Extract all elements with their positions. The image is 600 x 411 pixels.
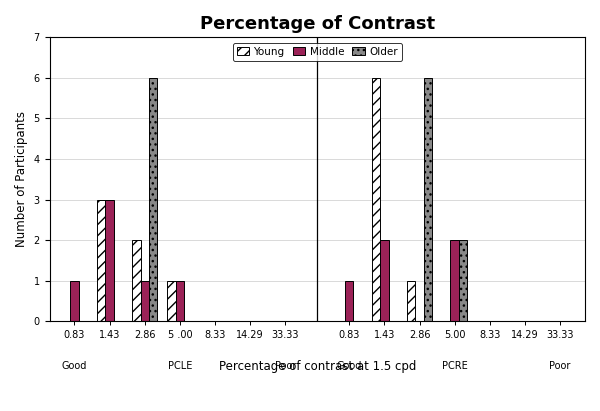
Y-axis label: Number of Participants: Number of Participants: [15, 111, 28, 247]
Text: Good: Good: [62, 361, 87, 371]
Legend: Young, Middle, Older: Young, Middle, Older: [233, 43, 402, 61]
Text: Poor: Poor: [275, 361, 296, 371]
Bar: [345, 281, 353, 321]
X-axis label: Percentage of contrast at 1.5 cpd: Percentage of contrast at 1.5 cpd: [218, 360, 416, 373]
Bar: [106, 199, 114, 321]
Bar: [149, 78, 157, 321]
Bar: [380, 240, 389, 321]
Bar: [140, 281, 149, 321]
Bar: [424, 78, 432, 321]
Bar: [459, 240, 467, 321]
Bar: [176, 281, 184, 321]
Text: Poor: Poor: [550, 361, 571, 371]
Text: PCLE: PCLE: [167, 361, 192, 371]
Text: PCRE: PCRE: [442, 361, 467, 371]
Bar: [167, 281, 176, 321]
Text: Good: Good: [337, 361, 362, 371]
Title: Percentage of Contrast: Percentage of Contrast: [200, 15, 435, 33]
Bar: [451, 240, 459, 321]
Bar: [407, 281, 415, 321]
Bar: [132, 240, 140, 321]
Bar: [372, 78, 380, 321]
Bar: [97, 199, 106, 321]
Bar: [70, 281, 79, 321]
